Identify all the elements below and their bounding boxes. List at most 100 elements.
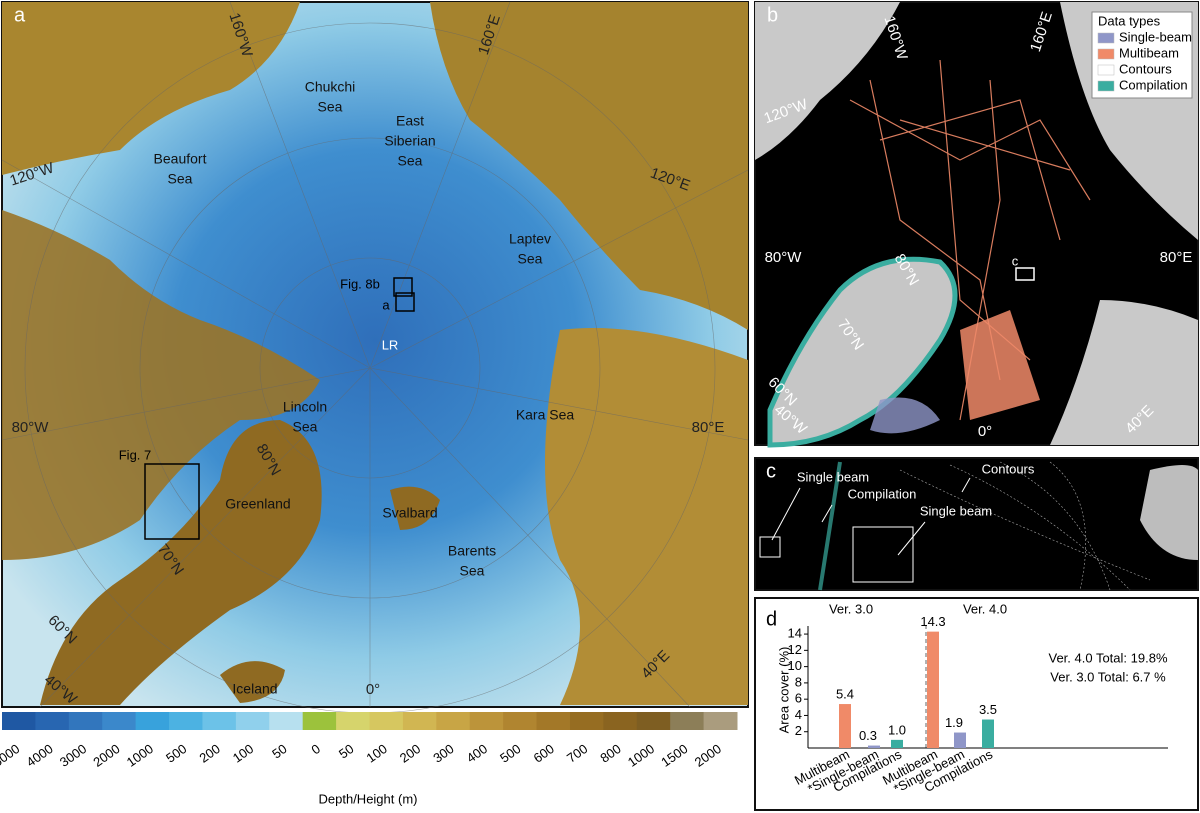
panel-label: b <box>767 4 778 26</box>
land <box>1140 465 1198 560</box>
fig-box <box>1015 267 1035 281</box>
colorbar-tick-label: 500 <box>163 741 189 766</box>
colorbar-label: Depth/Height (m) <box>319 791 418 806</box>
marker-label: LR <box>382 337 399 352</box>
colorbar-swatch <box>469 712 504 730</box>
colorbar-swatch <box>703 712 738 730</box>
colorbar-tick-label: 600 <box>531 741 557 766</box>
colorbar-swatch <box>2 712 36 730</box>
legend-label: Compilation <box>1119 77 1188 92</box>
legend-title: Data types <box>1098 13 1161 28</box>
land <box>430 2 748 330</box>
colorbar-swatch <box>603 712 638 730</box>
y-axis-label: Area cover (%) <box>776 647 791 734</box>
colorbar-swatch <box>269 712 304 730</box>
land <box>2 2 300 175</box>
legend-swatch <box>1097 80 1115 92</box>
colorbar-tick-label: 400 <box>464 741 490 766</box>
colorbar-tick-label: 50 <box>336 741 356 762</box>
archipelago <box>2 210 320 560</box>
box-label: Fig. 8b <box>340 276 380 291</box>
y-tick-label: 10 <box>788 658 802 673</box>
box-label: Fig. 7 <box>119 447 152 462</box>
value-label: 0.3 <box>859 728 877 743</box>
y-tick-label: 12 <box>788 642 802 657</box>
panel-label: d <box>766 608 777 630</box>
graticule-label: 80°E <box>692 419 725 436</box>
bar <box>868 745 880 748</box>
value-label: 14.3 <box>920 614 945 629</box>
fig-box <box>144 463 200 540</box>
colorbar-swatch <box>235 712 270 730</box>
panel-label: c <box>766 460 776 482</box>
colorbar-swatch <box>68 712 103 730</box>
fig-box <box>852 526 914 583</box>
colorbar-tick-label: 3000 <box>57 741 89 770</box>
group-label: Ver. 3.0 <box>829 601 873 616</box>
colorbar-tick-label: 0 <box>309 741 324 757</box>
colorbar-tick-label: 700 <box>564 741 590 766</box>
y-tick-label: 8 <box>795 674 802 689</box>
colorbar-tick-label: 300 <box>430 741 456 766</box>
land <box>1050 300 1198 445</box>
bar <box>839 704 851 748</box>
value-label: 1.0 <box>888 722 906 737</box>
y-tick-label: 4 <box>795 707 802 722</box>
legend-swatch <box>1097 48 1115 60</box>
bar <box>927 631 939 748</box>
colorbar-tick-label: 500 <box>497 741 523 766</box>
panel-label: a <box>14 4 26 26</box>
colorbar-swatch <box>35 712 70 730</box>
place-label: Sea <box>318 99 343 115</box>
place-label: Sea <box>518 251 543 267</box>
colorbar-swatch <box>402 712 437 730</box>
graticule-label: 80°W <box>765 249 803 266</box>
colorbar-tick-label: 800 <box>597 741 623 766</box>
colorbar-tick-label: 2000 <box>692 741 724 770</box>
bar <box>982 719 994 748</box>
legend-swatch <box>1097 32 1115 44</box>
colorbar-swatch <box>369 712 404 730</box>
place-label: Kara Sea <box>516 407 575 423</box>
greenland <box>767 256 958 448</box>
legend-label: Single-beam <box>1119 29 1192 44</box>
fig-box <box>759 536 781 558</box>
tracks <box>849 59 1091 421</box>
legend-swatch <box>1097 64 1115 76</box>
place-label: East <box>396 113 424 129</box>
colorbar-swatch <box>169 712 203 730</box>
panel-b: b c Data types <box>754 1 1199 448</box>
place-label: Beaufort <box>154 151 207 167</box>
colorbar-swatch <box>670 712 705 730</box>
land <box>545 328 748 705</box>
bar <box>891 739 903 748</box>
colorbar-tick-label: 50 <box>269 741 289 762</box>
annotation: Ver. 4.0 Total: 19.8% <box>1048 650 1167 665</box>
place-label: Sea <box>293 419 318 435</box>
arrows <box>771 477 971 556</box>
graticule-label: 0° <box>978 423 992 440</box>
place-label: Barents <box>448 543 496 559</box>
colorbar-tick-label: 4000 <box>24 741 56 770</box>
box-label: a <box>382 297 390 312</box>
multibeam-area <box>960 310 1040 420</box>
iceland <box>220 661 285 703</box>
colorbar-tick-label: 100 <box>364 741 390 766</box>
graticule-label: 80°W <box>12 419 50 436</box>
land <box>755 2 900 160</box>
colorbar-tick-label: 1000 <box>625 741 657 770</box>
annotation: Single beam <box>920 503 992 518</box>
place-label: Chukchi <box>305 79 356 95</box>
place-label: Laptev <box>509 231 551 247</box>
colorbar-tick-label: 2000 <box>90 741 122 770</box>
bar <box>954 732 966 748</box>
annotation: Contours <box>982 461 1035 476</box>
colorbar-tick-label: 1000 <box>124 741 156 770</box>
colorbar-tick-label: 1500 <box>658 741 690 770</box>
single-beam-area <box>870 397 940 434</box>
colorbar-tick-label: 100 <box>230 741 256 766</box>
colorbar-swatch <box>302 712 337 730</box>
panel-a: a Fig. 8b a Fig. 7 LR <box>1 1 749 714</box>
legend-label: Multibeam <box>1119 45 1179 60</box>
colorbar: Depth/Height (m) 5000 4000 3000 2000 1000 500… <box>0 712 738 806</box>
